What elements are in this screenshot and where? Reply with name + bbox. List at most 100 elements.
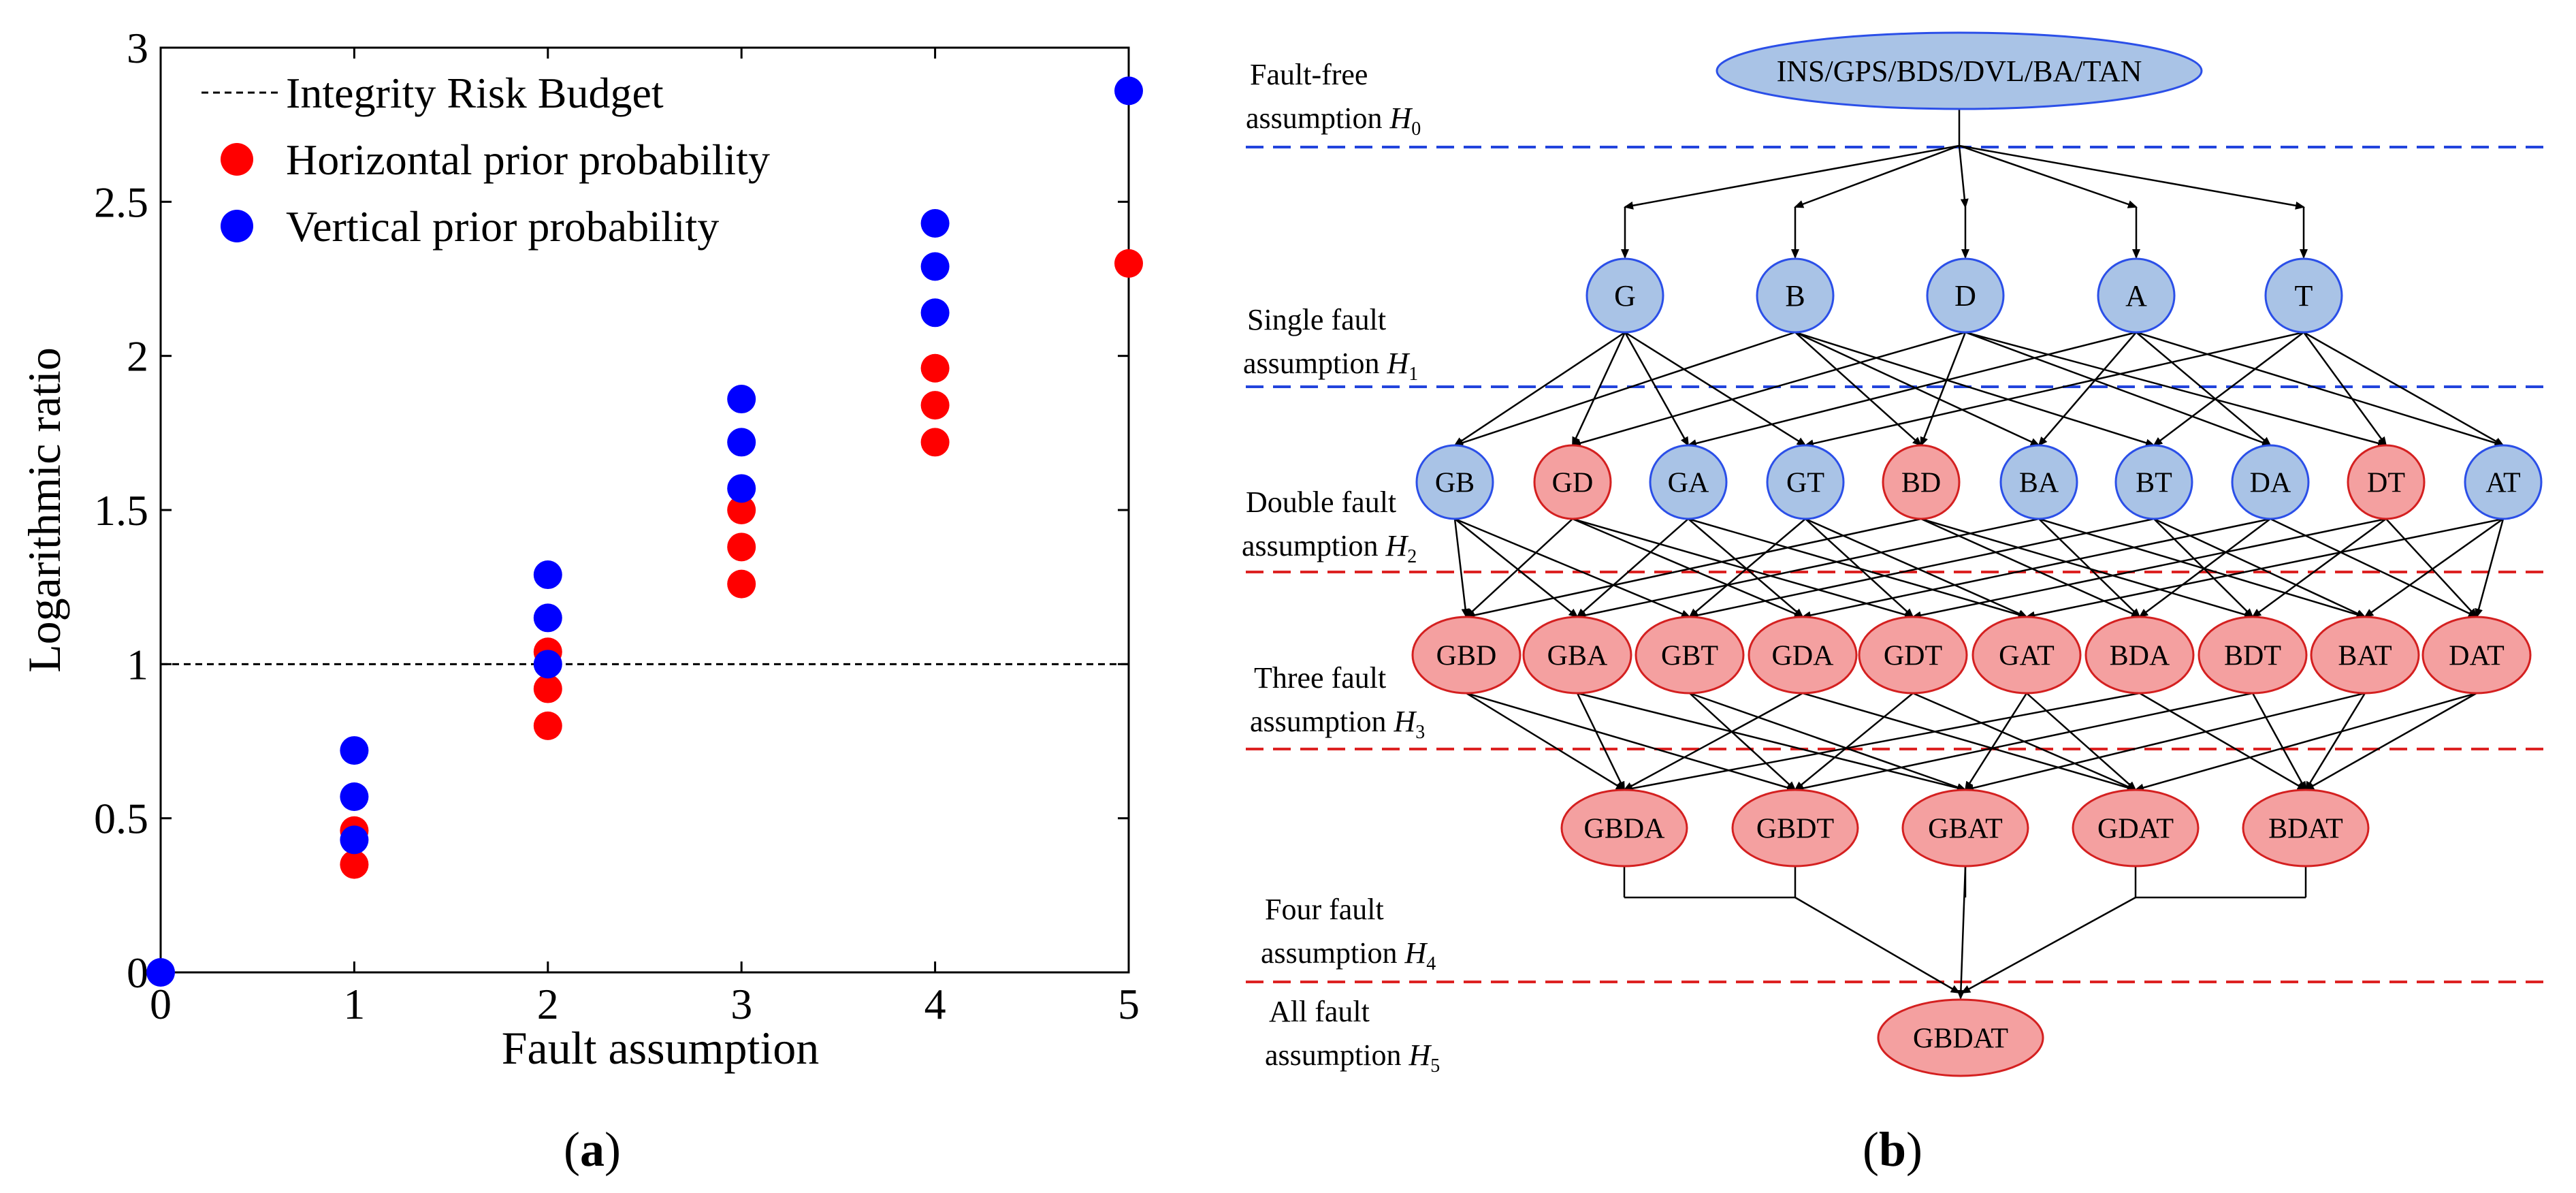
node-quad: BDAT — [2242, 789, 2370, 868]
node-label: DA — [2250, 467, 2291, 498]
node-shape — [1716, 31, 2203, 110]
node-triple: BDT — [2197, 616, 2308, 695]
diagram-edge — [1964, 692, 2366, 793]
node-quad: GBAT — [1901, 789, 2029, 868]
node-label: BA — [2019, 467, 2059, 498]
node-label: GA — [1668, 467, 1709, 498]
node-label: GBD — [1436, 640, 1497, 671]
node-double: GB — [1415, 444, 1494, 520]
node-double: BD — [1882, 444, 1961, 520]
node-label: GAT — [1999, 640, 2055, 671]
diagram-edge — [1624, 144, 1960, 210]
node-label: GBDA — [1583, 813, 1665, 844]
horizontal-point — [340, 850, 369, 879]
diagram-edge — [1794, 144, 1960, 208]
legend-label-budget: Integrity Risk Budget — [286, 69, 664, 117]
diagram-edge — [1794, 693, 1914, 791]
diagram-edge — [1466, 692, 1626, 791]
x-axis-label: Fault assumption — [502, 1022, 820, 1074]
diagram-edge — [1958, 145, 1969, 208]
diagram-edge — [1466, 692, 1797, 792]
node-quad: GBDT — [1731, 789, 1859, 868]
x-tick-label: 5 — [1118, 980, 1140, 1028]
node-shape — [2421, 616, 2532, 695]
node-shape — [1901, 789, 2029, 868]
vertical-point — [340, 782, 369, 811]
node-label: BDAT — [2268, 813, 2343, 844]
node-label: GDT — [1884, 640, 1942, 671]
node-quad: GBDA — [1560, 789, 1688, 868]
node-shape — [2464, 444, 2543, 520]
node-label: GBDT — [1756, 813, 1834, 844]
diagram-edge — [1624, 331, 1807, 447]
node-double: BT — [2114, 444, 2193, 520]
y-tick-label: 0.5 — [94, 795, 148, 843]
level-label-line1: Double fault — [1246, 486, 1396, 519]
level-label-line2: assumption H2 — [1242, 529, 1417, 567]
diagram-edge — [1453, 331, 1626, 447]
plot-frame — [159, 46, 1130, 974]
node-shape — [2114, 444, 2193, 520]
diagram-edge — [1912, 692, 2137, 791]
node-double: GT — [1766, 444, 1845, 520]
node-triple: BAT — [2310, 616, 2420, 695]
node-shape — [1748, 616, 1858, 695]
level-label-line1: Fault-free — [1250, 58, 1368, 91]
diagram-edge — [1801, 518, 2271, 620]
diagram-edge — [2138, 518, 2271, 618]
node-label: AT — [2485, 467, 2520, 498]
legend-red-marker — [221, 143, 253, 176]
diagram-edge — [1794, 896, 1961, 994]
x-tick-label: 3 — [730, 980, 752, 1028]
node-label: DAT — [2449, 640, 2505, 671]
legend-label-horizontal: Horizontal prior probability — [286, 136, 770, 184]
node-label: B — [1785, 279, 1805, 313]
legend: Integrity Risk Budget Horizontal prior p… — [202, 69, 770, 251]
node-label: GBT — [1661, 640, 1718, 671]
diagram-edge — [1920, 518, 2254, 619]
node-shape — [1858, 616, 1968, 695]
diagram-edge — [2153, 518, 2366, 618]
node-label: DT — [2367, 467, 2405, 498]
diagram-edge — [1576, 518, 1689, 618]
horizontal-point — [727, 569, 756, 599]
diagram-edge — [1624, 332, 1690, 447]
node-triple: GBD — [1411, 616, 1522, 695]
node-shape — [1877, 998, 2044, 1077]
node-label: GD — [1552, 467, 1594, 498]
diagram-edge — [2304, 692, 2477, 791]
vertical-point — [146, 958, 175, 987]
diagram-edge — [1688, 518, 1806, 618]
node-shape — [1560, 789, 1688, 868]
diagram-edge — [1802, 692, 2137, 792]
node-label: GDA — [1772, 640, 1835, 671]
node-triple: GAT — [1971, 616, 2082, 695]
node-label: BAT — [2338, 640, 2392, 671]
node-shape — [2084, 616, 2195, 695]
y-tick-label: 2 — [127, 332, 148, 381]
node-label: BT — [2136, 467, 2172, 498]
diagram-edge — [1689, 692, 1967, 791]
node-shape — [2310, 616, 2420, 695]
x-axis-ticks: 0 1 2 3 4 5 — [150, 48, 1140, 1028]
node-label: GBA — [1547, 640, 1608, 671]
diagram-edge — [1454, 518, 1691, 618]
diagram-edge — [2134, 692, 2477, 792]
node-triple: GBT — [1635, 616, 1745, 695]
node-double: BA — [1999, 444, 2078, 520]
diagram-edge — [1805, 518, 2028, 618]
diagram-edge — [1623, 692, 2140, 793]
node-label: D — [1954, 279, 1976, 313]
diagram-edge — [1689, 693, 1797, 791]
x-tick-label: 4 — [924, 980, 946, 1028]
horizontal-point — [920, 353, 950, 383]
node-shape — [1926, 257, 2005, 334]
node-shape — [1585, 257, 1664, 334]
node-triple: DAT — [2421, 616, 2532, 695]
diagram-edge — [1453, 331, 1796, 447]
vertical-point — [727, 385, 756, 414]
diagram-edge — [2302, 332, 2387, 447]
node-quad: GDAT — [2072, 789, 2200, 868]
vertical-point — [533, 603, 562, 633]
